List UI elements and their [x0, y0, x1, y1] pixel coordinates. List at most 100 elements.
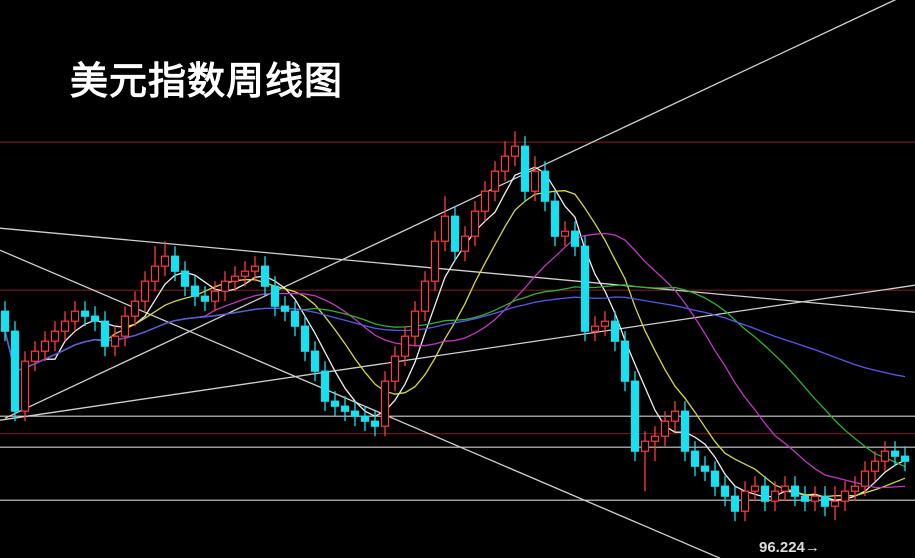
- candle-up: [660, 411, 670, 447]
- candle-down: [730, 486, 740, 522]
- candle-down: [300, 316, 310, 362]
- candle-down: [760, 476, 770, 512]
- candle-body: [480, 190, 490, 212]
- candle-up: [810, 486, 820, 512]
- trend-line: [0, 284, 915, 421]
- low-price-annotation: 96.224→: [759, 539, 820, 556]
- candle-body: [860, 470, 870, 487]
- candle-body: [750, 485, 760, 492]
- candle-up: [440, 196, 450, 252]
- candle-up: [230, 266, 240, 292]
- candle-up: [380, 371, 390, 437]
- candle-body: [800, 495, 810, 502]
- candle-up: [830, 486, 840, 520]
- candle-body: [900, 455, 910, 462]
- candle-body: [280, 305, 290, 312]
- candle-down: [570, 221, 580, 257]
- candle-body: [850, 485, 860, 492]
- candle-down: [0, 301, 10, 342]
- candle-body: [670, 410, 680, 422]
- candle-up: [20, 351, 30, 422]
- candle-up: [210, 281, 220, 312]
- candle-down: [10, 321, 20, 422]
- candle-body: [660, 420, 670, 437]
- candle-body: [810, 495, 820, 502]
- candle-down: [710, 461, 720, 497]
- candle-up: [410, 301, 420, 347]
- candle-body: [200, 295, 210, 302]
- candle-up: [780, 476, 790, 502]
- candle-body: [690, 450, 700, 467]
- candle-up: [670, 401, 680, 432]
- candle-up: [60, 311, 70, 342]
- candle-up: [510, 131, 520, 167]
- candle-up: [480, 181, 490, 222]
- candle-body: [570, 230, 580, 247]
- candle-down: [320, 361, 330, 412]
- candle-up: [150, 246, 160, 292]
- candle-body: [550, 200, 560, 237]
- candle-down: [370, 411, 380, 437]
- candle-up: [860, 461, 870, 497]
- candle-up: [390, 346, 400, 392]
- candle-down: [280, 296, 290, 322]
- candle-up: [430, 231, 440, 292]
- candle-body: [240, 270, 250, 277]
- candle-down: [330, 391, 340, 417]
- candle-up: [840, 481, 850, 512]
- candle-up: [870, 451, 880, 482]
- candle-body: [270, 285, 280, 307]
- candle-body: [80, 310, 90, 317]
- candle-up: [460, 226, 470, 262]
- candle-body: [220, 280, 230, 292]
- candle-down: [80, 301, 90, 327]
- candle-body: [140, 280, 150, 302]
- candle-down: [290, 301, 300, 337]
- candle-up: [30, 341, 40, 372]
- candle-up: [420, 271, 430, 322]
- candle-up: [140, 271, 150, 312]
- candle-body: [360, 415, 370, 422]
- candle-body: [120, 315, 130, 337]
- candle-body: [880, 450, 890, 462]
- candle-body: [710, 470, 720, 487]
- candle-body: [510, 145, 520, 157]
- candle-up: [880, 441, 890, 472]
- candle-body: [790, 485, 800, 497]
- candle-body: [160, 255, 170, 267]
- candle-body: [500, 155, 510, 172]
- candle-body: [450, 215, 460, 252]
- candle-body: [90, 315, 100, 322]
- candle-body: [840, 490, 850, 502]
- candle-up: [160, 241, 170, 277]
- candle-body: [300, 325, 310, 352]
- candle-down: [190, 276, 200, 307]
- candle-up: [850, 476, 860, 502]
- candle-body: [370, 420, 380, 427]
- candle-body: [590, 325, 600, 332]
- candle-body: [830, 500, 840, 507]
- candle-body: [630, 380, 640, 452]
- candle-down: [340, 396, 350, 422]
- candle-body: [40, 340, 50, 352]
- candle-up: [740, 481, 750, 522]
- candle-down: [700, 456, 710, 482]
- candle-down: [820, 486, 830, 517]
- candle-body: [130, 300, 140, 317]
- candle-body: [490, 170, 500, 192]
- candle-down: [550, 191, 560, 247]
- candle-body: [20, 360, 30, 412]
- candle-down: [890, 441, 900, 467]
- candle-body: [110, 335, 120, 347]
- candle-body: [10, 330, 20, 412]
- candle-down: [170, 246, 180, 282]
- candle-down: [90, 306, 100, 332]
- candle-down: [900, 446, 910, 472]
- candle-up: [470, 201, 480, 247]
- candle-body: [740, 490, 750, 512]
- candle-body: [820, 495, 830, 507]
- candle-up: [120, 306, 130, 347]
- candle-body: [330, 400, 340, 407]
- candle-up: [640, 431, 650, 492]
